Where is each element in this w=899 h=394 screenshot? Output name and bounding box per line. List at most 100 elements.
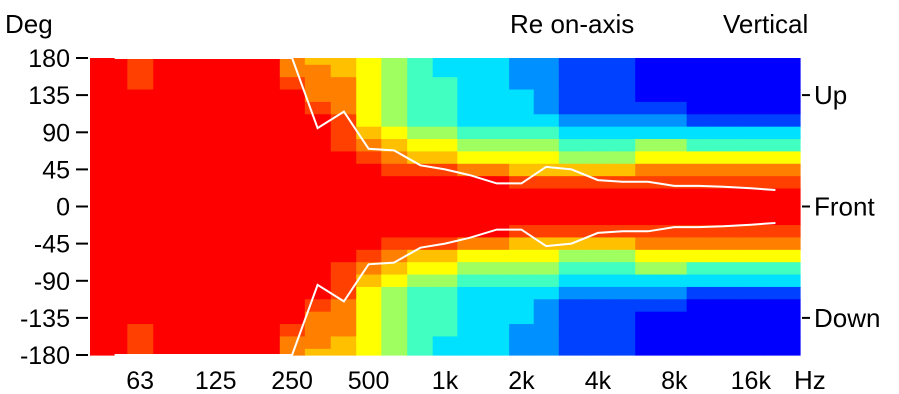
heatmap-cell bbox=[433, 336, 458, 349]
heatmap-cell bbox=[203, 101, 230, 114]
side-label: Up bbox=[814, 80, 847, 110]
heatmap-cell bbox=[534, 200, 560, 207]
heatmap-cell bbox=[711, 77, 738, 90]
heatmap-cell bbox=[356, 207, 382, 214]
heatmap-cell bbox=[305, 213, 332, 226]
heatmap-cell bbox=[711, 114, 738, 127]
heatmap-cell bbox=[483, 207, 510, 214]
heatmap-cell bbox=[559, 207, 586, 214]
heatmap-cell bbox=[763, 275, 801, 288]
heatmap-cell bbox=[635, 101, 662, 114]
heatmap-cell bbox=[331, 138, 357, 151]
heatmap-cell bbox=[203, 225, 230, 238]
heatmap-cell bbox=[407, 89, 433, 102]
heatmap-cell bbox=[687, 58, 712, 65]
heatmap-cell bbox=[331, 58, 357, 65]
heatmap-cell bbox=[331, 77, 357, 90]
heatmap-cell bbox=[229, 250, 256, 263]
heatmap-cell bbox=[203, 138, 230, 151]
heatmap-cell bbox=[635, 126, 662, 139]
heatmap-cell bbox=[635, 89, 662, 102]
heatmap-cell bbox=[153, 213, 179, 226]
heatmap-cell bbox=[127, 250, 154, 263]
heatmap-cell bbox=[229, 213, 256, 226]
heatmap-cell bbox=[407, 225, 433, 238]
heatmap-cell bbox=[509, 250, 534, 263]
heatmap-cell bbox=[381, 275, 408, 288]
heatmap-cell bbox=[763, 207, 801, 214]
heatmap-cell bbox=[585, 77, 611, 90]
heatmap-cell bbox=[90, 336, 128, 349]
heatmap-cell bbox=[179, 225, 204, 238]
heatmap-cell bbox=[483, 114, 510, 127]
heatmap-cell bbox=[280, 188, 306, 201]
heatmap-cell bbox=[687, 213, 712, 226]
heatmap-cell bbox=[559, 77, 586, 90]
heatmap-cell bbox=[661, 213, 687, 226]
heatmap-cell bbox=[763, 287, 801, 300]
heatmap-cell bbox=[534, 262, 560, 275]
heatmap-cell bbox=[457, 324, 484, 337]
heatmap-cell bbox=[457, 114, 484, 127]
heatmap-cell bbox=[711, 200, 738, 207]
heatmap-cell bbox=[229, 77, 256, 90]
heatmap-cell bbox=[229, 262, 256, 275]
heatmap-cell bbox=[737, 138, 764, 151]
heatmap-cell bbox=[229, 237, 256, 250]
heatmap-cell bbox=[381, 176, 408, 189]
heatmap-cell bbox=[433, 213, 458, 226]
heatmap-cell bbox=[737, 151, 764, 164]
heatmap-cell bbox=[559, 299, 586, 312]
heatmap-cell bbox=[153, 151, 179, 164]
heatmap-cell bbox=[509, 126, 534, 139]
heatmap-cell bbox=[433, 64, 458, 77]
heatmap-cell bbox=[179, 64, 204, 77]
heatmap-cell bbox=[534, 336, 560, 349]
heatmap-cell bbox=[203, 64, 230, 77]
heatmap-cell bbox=[457, 207, 484, 214]
heatmap-cell bbox=[559, 188, 586, 201]
heatmap-cell bbox=[407, 213, 433, 226]
heatmap-cell bbox=[229, 151, 256, 164]
heatmap-cell bbox=[711, 151, 738, 164]
heatmap-cell bbox=[534, 114, 560, 127]
heatmap-cell bbox=[381, 188, 408, 201]
heatmap-cell bbox=[153, 163, 179, 176]
heatmap-cell bbox=[356, 250, 382, 263]
heatmap-cell bbox=[483, 287, 510, 300]
heatmap-cell bbox=[153, 176, 179, 189]
heatmap-cell bbox=[457, 188, 484, 201]
heatmap-cell bbox=[661, 126, 687, 139]
heatmap-cell bbox=[255, 237, 280, 250]
heatmap-cell bbox=[737, 275, 764, 288]
heatmap-cell bbox=[483, 163, 510, 176]
orientation-label: Vertical bbox=[723, 9, 808, 39]
heatmap-cell bbox=[331, 349, 357, 356]
y-tick-label: 180 bbox=[28, 45, 70, 73]
heatmap-cell bbox=[610, 188, 636, 201]
heatmap-cell bbox=[331, 312, 357, 325]
heatmap-cell bbox=[509, 89, 534, 102]
heatmap-cell bbox=[331, 237, 357, 250]
heatmap-cell bbox=[229, 163, 256, 176]
heatmap-cell bbox=[381, 200, 408, 207]
heatmap-cell bbox=[305, 324, 332, 337]
heatmap-cell bbox=[711, 262, 738, 275]
heatmap-cell bbox=[711, 287, 738, 300]
heatmap-cell bbox=[305, 188, 332, 201]
heatmap-cell bbox=[179, 324, 204, 337]
heatmap-cell bbox=[179, 176, 204, 189]
heatmap-cell bbox=[661, 89, 687, 102]
heatmap-cell bbox=[407, 188, 433, 201]
heatmap-cell bbox=[331, 188, 357, 201]
heatmap-cell bbox=[534, 312, 560, 325]
x-tick-label: 63 bbox=[126, 367, 154, 394]
heatmap-cell bbox=[179, 114, 204, 127]
heatmap-cell bbox=[280, 101, 306, 114]
heatmap-cell bbox=[687, 114, 712, 127]
heatmap-cell bbox=[635, 64, 662, 77]
heatmap-cell bbox=[661, 287, 687, 300]
heatmap-cell bbox=[635, 200, 662, 207]
heatmap-cell bbox=[381, 349, 408, 356]
heatmap-cell bbox=[635, 58, 662, 65]
